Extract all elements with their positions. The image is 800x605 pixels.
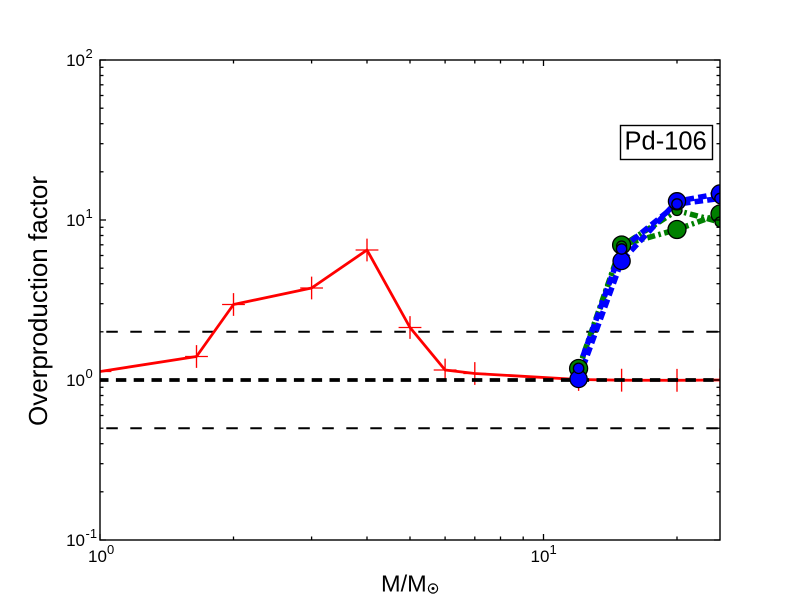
svg-text:1: 1: [86, 206, 93, 221]
svg-text:Pd-106: Pd-106: [625, 128, 707, 156]
svg-text:Overproduction factor: Overproduction factor: [23, 176, 53, 426]
svg-text:10: 10: [66, 211, 85, 230]
svg-text:-1: -1: [86, 526, 98, 541]
svg-text:M/M: M/M: [381, 571, 427, 597]
svg-text:10: 10: [531, 547, 550, 566]
svg-text:10: 10: [66, 371, 85, 390]
svg-text:0: 0: [86, 366, 93, 381]
svg-text:10: 10: [66, 51, 85, 70]
svg-text:10: 10: [66, 531, 85, 550]
svg-text:1: 1: [550, 542, 557, 557]
svg-text:0: 0: [107, 542, 114, 557]
svg-text:10: 10: [88, 547, 107, 566]
svg-text:2: 2: [86, 46, 93, 61]
